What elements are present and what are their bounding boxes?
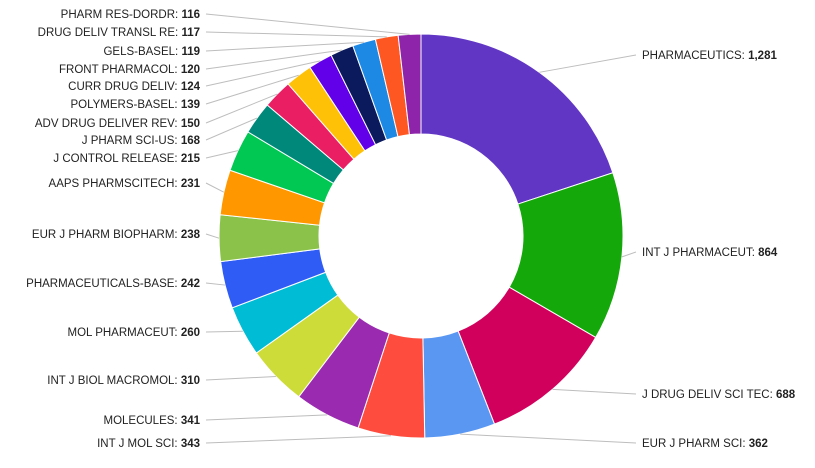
slice-label: DRUG DELIV TRANSL RE: 117 bbox=[38, 27, 200, 39]
slice-label: MOL PHARMACEUT: 260 bbox=[68, 327, 201, 339]
leader-line bbox=[205, 117, 258, 141]
slice-label-name: ADV DRUG DELIVER REV: bbox=[35, 118, 181, 130]
donut-slices bbox=[218, 33, 624, 439]
slice-label-name: INT J BIOL MACROMOL: bbox=[47, 375, 181, 387]
slice-label-name: DRUG DELIV TRANSL RE: bbox=[38, 27, 182, 39]
leader-line bbox=[205, 41, 365, 52]
slice-label-value: 688 bbox=[776, 389, 796, 401]
slice-label-name: FRONT PHARMACOL: bbox=[59, 64, 181, 76]
slice-label: ADV DRUG DELIVER REV: 150 bbox=[35, 118, 200, 130]
slice-label-value: 117 bbox=[181, 27, 200, 39]
slice-label: AAPS PHARMSCITECH: 231 bbox=[49, 178, 201, 190]
leader-line bbox=[205, 182, 225, 193]
slice-label-name: MOLECULES: bbox=[103, 415, 180, 427]
slice-label-name: MOL PHARMACEUT: bbox=[68, 327, 181, 339]
slice-labels: PHARMACEUTICS: 1,281 INT J PHARMACEUT: 86… bbox=[26, 9, 796, 450]
leader-line bbox=[539, 54, 637, 73]
slice-label-name: PHARM RES-DORDR: bbox=[61, 9, 182, 21]
slice-label-value: 238 bbox=[181, 229, 201, 241]
leader-line bbox=[205, 74, 299, 105]
slice-label-value: 1,281 bbox=[748, 50, 777, 62]
slice-label-value: 168 bbox=[181, 135, 201, 147]
slice-label-value: 124 bbox=[181, 81, 201, 93]
leader-line bbox=[552, 388, 637, 395]
leader-line bbox=[205, 13, 410, 35]
slice-label-name: PHARMACEUTICALS-BASE: bbox=[26, 278, 181, 290]
slice-label: PHARMACEUTICALS-BASE: 242 bbox=[26, 278, 200, 290]
leader-line bbox=[205, 282, 226, 286]
slice-pharm-res-dordr[interactable] bbox=[397, 33, 422, 136]
leader-line bbox=[205, 49, 342, 70]
leader-line bbox=[460, 433, 637, 444]
leader-line bbox=[205, 60, 321, 87]
slice-label-name: J CONTROL RELEASE: bbox=[53, 153, 180, 165]
slice-label-value: 119 bbox=[181, 46, 200, 58]
leader-line bbox=[205, 435, 392, 444]
slice-label-value: 231 bbox=[181, 178, 201, 190]
slice-label: J CONTROL RELEASE: 215 bbox=[53, 153, 200, 165]
slice-label-value: 343 bbox=[181, 438, 200, 450]
slice-label-value: 864 bbox=[758, 247, 778, 259]
slice-label: INT J BIOL MACROMOL: 310 bbox=[47, 375, 200, 387]
slice-label-name: CURR DRUG DELIV: bbox=[68, 81, 181, 93]
slice-label: EUR J PHARM BIOPHARM: 238 bbox=[32, 229, 201, 241]
slice-label: PHARM RES-DORDR: 116 bbox=[61, 9, 200, 21]
slice-label: MOLECULES: 341 bbox=[103, 415, 200, 427]
slice-label: INT J MOL SCI: 343 bbox=[97, 438, 200, 450]
leader-line bbox=[205, 414, 328, 421]
leader-line bbox=[621, 251, 637, 258]
leader-line bbox=[205, 233, 220, 239]
leader-line bbox=[205, 150, 239, 159]
slice-label: J DRUG DELIV SCI TEC: 688 bbox=[642, 389, 796, 401]
slice-label-value: 139 bbox=[181, 99, 200, 111]
slice-label: FRONT PHARMACOL: 120 bbox=[59, 64, 200, 76]
slice-label-name: GELS-BASEL: bbox=[103, 46, 181, 58]
slice-label-value: 215 bbox=[181, 153, 201, 165]
slice-label-value: 341 bbox=[181, 415, 201, 427]
slice-label-name: PHARMACEUTICS: bbox=[642, 50, 748, 62]
leader-line bbox=[205, 31, 387, 38]
slice-pharmaceutics[interactable] bbox=[420, 33, 614, 205]
slice-label-value: 242 bbox=[181, 278, 200, 290]
slice-label: J PHARM SCI-US: 168 bbox=[82, 135, 201, 147]
slice-label-name: AAPS PHARMSCITECH: bbox=[49, 178, 181, 190]
slice-label: INT J PHARMACEUT: 864 bbox=[642, 247, 778, 259]
slice-label-value: 362 bbox=[749, 438, 768, 450]
slice-label-value: 150 bbox=[181, 118, 200, 130]
slice-label-value: 260 bbox=[181, 327, 200, 339]
slice-label-value: 310 bbox=[181, 375, 200, 387]
slice-label-name: EUR J PHARM BIOPHARM: bbox=[32, 229, 181, 241]
leader-line bbox=[205, 93, 278, 124]
slice-label: CURR DRUG DELIV: 124 bbox=[68, 81, 200, 93]
slice-label-name: POLYMERS-BASEL: bbox=[70, 99, 180, 111]
slice-label: EUR J PHARM SCI: 362 bbox=[642, 438, 768, 450]
slice-label: PHARMACEUTICS: 1,281 bbox=[642, 50, 777, 62]
slice-label-name: INT J MOL SCI: bbox=[97, 438, 181, 450]
slice-label-value: 116 bbox=[181, 9, 200, 21]
slice-label-name: INT J PHARMACEUT: bbox=[642, 247, 758, 259]
slice-label-value: 120 bbox=[181, 64, 200, 76]
leader-line bbox=[205, 330, 243, 333]
slice-label-name: EUR J PHARM SCI: bbox=[642, 438, 749, 450]
leader-lines bbox=[205, 13, 637, 444]
slice-label: POLYMERS-BASEL: 139 bbox=[70, 99, 200, 111]
slice-label-name: J PHARM SCI-US: bbox=[82, 135, 181, 147]
leader-line bbox=[205, 376, 276, 381]
slice-label-name: J DRUG DELIV SCI TEC: bbox=[642, 389, 776, 401]
slice-label: GELS-BASEL: 119 bbox=[103, 46, 200, 58]
